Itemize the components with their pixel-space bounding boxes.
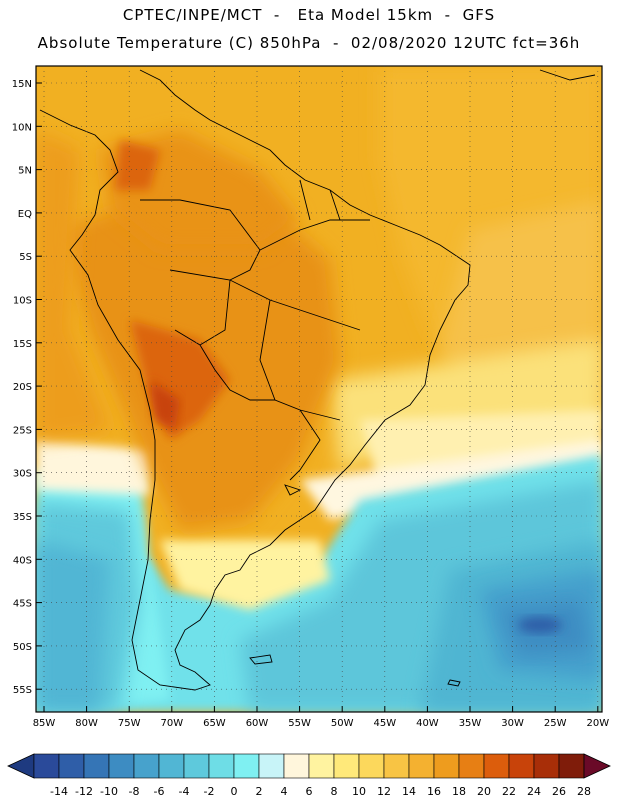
colorbar-swatch [208,753,235,779]
colorbar-label: -2 [204,785,215,798]
colorbar-label: 14 [402,785,416,798]
colorbar-label: -14 [50,785,68,798]
map-title-line-2: Absolute Temperature (C) 850hPa - 02/08/… [37,34,581,52]
colorbar-swatch [483,753,510,779]
map-frame [35,65,603,713]
colorbar-label: 18 [452,785,466,798]
colorbar-swatch [458,753,485,779]
colorbar-label: 4 [281,785,288,798]
colorbar-label: -4 [179,785,190,798]
lat-label: 15S [13,339,32,350]
colorbar-swatch [383,753,410,779]
colorbar-label: 16 [427,785,441,798]
colorbar-label: 10 [352,785,366,798]
lat-label: 35S [13,512,32,523]
lon-label: 65W [203,718,226,729]
colorbar-label: 8 [331,785,338,798]
colorbar-swatch [508,753,535,779]
lon-label: 70W [160,718,183,729]
lat-label: 10S [13,296,32,307]
colorbar-swatch [108,753,135,779]
colorbar-label: -10 [100,785,118,798]
lat-label: 15N [12,79,32,90]
lat-label: 10N [12,122,32,133]
lon-label: 40W [416,718,439,729]
lat-label: 5S [19,252,32,263]
graticule [36,66,602,712]
lat-label: 50S [13,642,32,653]
colorbar: -14 -12 -10 -8 -6 -4 -2 0 2 4 6 8 10 12 14 16 18 20 22 24 26… [7,753,611,798]
lat-label: 20S [13,382,32,393]
lon-label: 85W [33,718,56,729]
lon-label: 75W [118,718,141,729]
colorbar-label: 26 [552,785,566,798]
lat-label: EQ [18,209,32,220]
colorbar-swatch [533,753,560,779]
lon-label: 25W [544,718,567,729]
colorbar-swatch [58,753,85,779]
colorbar-label: 22 [502,785,516,798]
temperature-field [36,66,602,712]
lon-label: 20W [586,718,609,729]
colorbar-label: 12 [377,785,391,798]
colorbar-swatch [158,753,185,779]
colorbar-swatch [133,753,160,779]
colorbar-swatch [33,753,60,779]
colorbar-label: -6 [154,785,165,798]
lon-label: 30W [501,718,524,729]
lon-label: 55W [288,718,311,729]
colorbar-swatch [83,753,110,779]
coastlines-borders [39,69,596,691]
lon-label: 80W [75,718,98,729]
colorbar-label: 0 [231,785,238,798]
colorbar-label: 24 [527,785,541,798]
colorbar-swatch [233,753,260,779]
colorbar-swatch [258,753,285,779]
colorbar-label: -8 [129,785,140,798]
lat-label: 5N [18,166,32,177]
colorbar-swatch [433,753,460,779]
map-title-line-1: CPTEC/INPE/MCT - Eta Model 15km - GFS [122,6,496,24]
lat-label: 30S [13,469,32,480]
lon-label: 60W [246,718,269,729]
colorbar-swatch [333,753,360,779]
lon-label: 45W [373,718,396,729]
colorbar-swatch [408,753,435,779]
lon-label: 50W [331,718,354,729]
lat-label: 55S [13,685,32,696]
colorbar-swatch [283,753,310,779]
lon-label: 35W [459,718,482,729]
colorbar-swatch [358,753,385,779]
colorbar-low-arrow [7,753,35,779]
colorbar-label: 2 [256,785,263,798]
latitude-labels: 15N 10N 5N EQ 5S 10S 15S 20S 25S 30S 35S 40S 45S 50S 5… [12,79,32,696]
colorbar-label: 28 [577,785,591,798]
colorbar-swatch [558,753,585,779]
colorbar-label: -12 [75,785,93,798]
lat-label: 45S [13,599,32,610]
colorbar-high-arrow [583,753,611,779]
colorbar-label: 6 [306,785,313,798]
lat-label: 25S [13,425,32,436]
longitude-labels: 85W 80W 75W 70W 65W 60W 55W 50W 45W 40W 35W 30W 25W 2… [33,718,610,729]
colorbar-swatch [308,753,335,779]
lat-label: 40S [13,555,32,566]
colorbar-label: 20 [477,785,491,798]
colorbar-swatch [183,753,210,779]
